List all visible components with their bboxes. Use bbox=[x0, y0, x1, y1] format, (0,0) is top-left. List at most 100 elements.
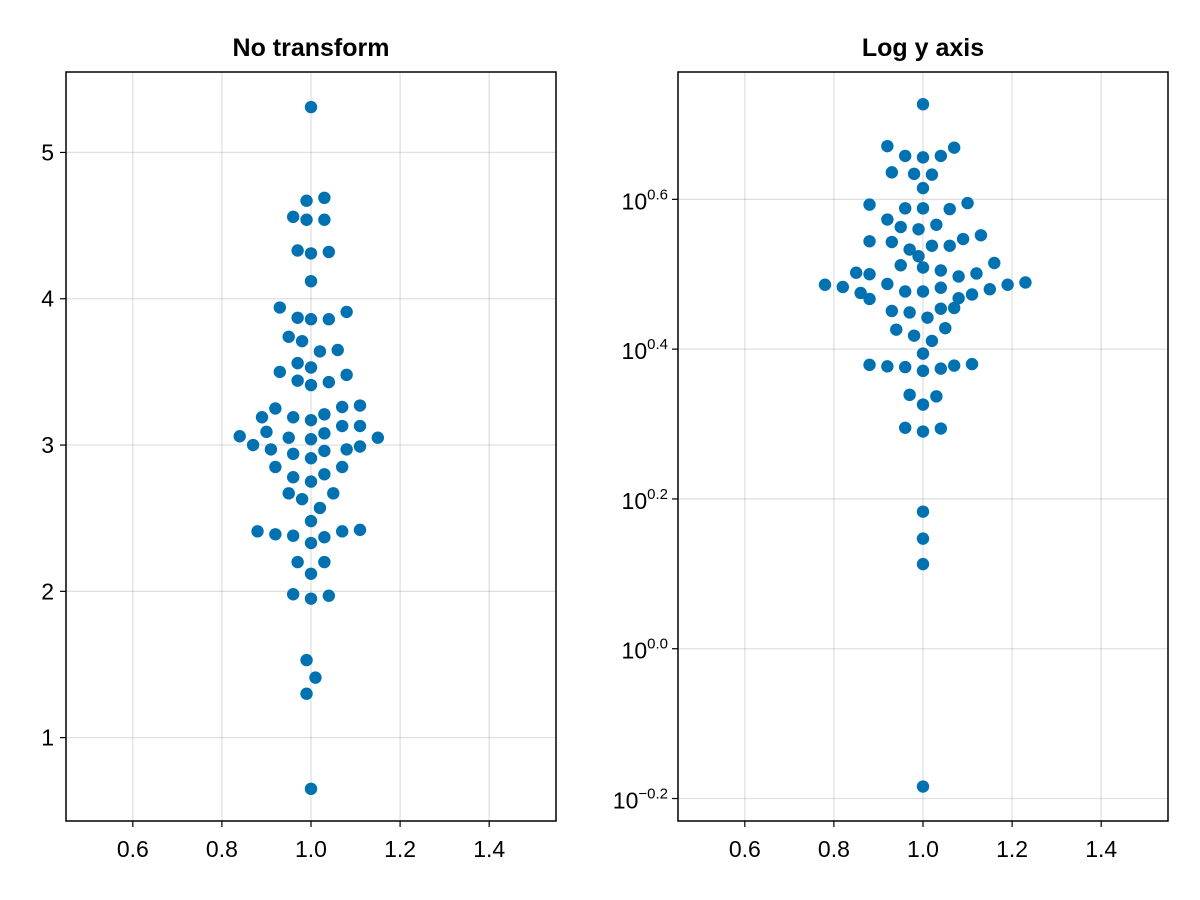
x-tick-label: 0.8 bbox=[818, 836, 850, 862]
x-tick-label: 0.8 bbox=[206, 836, 238, 862]
data-point bbox=[903, 306, 916, 319]
data-point bbox=[925, 334, 939, 348]
data-point bbox=[854, 286, 867, 300]
data-point bbox=[273, 365, 287, 379]
data-point bbox=[898, 360, 912, 374]
data-point bbox=[300, 687, 313, 700]
data-point bbox=[881, 213, 894, 226]
data-point bbox=[939, 321, 952, 335]
data-point bbox=[863, 358, 876, 372]
data-point bbox=[934, 281, 948, 294]
data-point bbox=[291, 555, 304, 569]
data-point bbox=[934, 264, 948, 277]
data-point bbox=[304, 475, 318, 488]
data-point bbox=[943, 239, 956, 252]
x-tick-label: 1.4 bbox=[473, 836, 505, 862]
data-point bbox=[898, 149, 912, 163]
data-point bbox=[894, 220, 907, 234]
data-point bbox=[322, 375, 336, 389]
data-point bbox=[836, 280, 850, 294]
data-point bbox=[934, 149, 948, 163]
data-point bbox=[291, 356, 304, 370]
data-point bbox=[952, 270, 965, 283]
data-point bbox=[947, 301, 961, 315]
data-point bbox=[233, 430, 246, 443]
data-point bbox=[251, 525, 264, 538]
data-point bbox=[282, 330, 295, 343]
data-point bbox=[340, 368, 353, 382]
x-tick-label: 0.6 bbox=[729, 836, 761, 862]
data-point bbox=[916, 98, 930, 111]
data-point bbox=[304, 413, 318, 427]
data-point bbox=[885, 166, 899, 179]
data-point bbox=[313, 345, 327, 358]
panel-no-transform: No transform 0.6 0.8 1.0 1.2 1.4 1 2 3 4 5 bbox=[41, 34, 557, 862]
data-point bbox=[304, 782, 318, 796]
data-point bbox=[335, 525, 349, 538]
data-point bbox=[304, 361, 318, 374]
data-point bbox=[335, 419, 349, 433]
data-point bbox=[304, 247, 318, 260]
data-point bbox=[947, 141, 961, 154]
data-point bbox=[849, 266, 863, 279]
data-point bbox=[925, 239, 939, 252]
data-point bbox=[881, 360, 894, 373]
data-point bbox=[912, 223, 925, 236]
data-point bbox=[353, 419, 367, 433]
data-point bbox=[340, 443, 353, 456]
data-point bbox=[286, 210, 300, 224]
data-point bbox=[1001, 278, 1014, 291]
data-point bbox=[282, 431, 295, 444]
x-tick-label: 0.6 bbox=[117, 836, 149, 862]
data-point bbox=[894, 259, 907, 272]
data-point bbox=[295, 334, 309, 348]
x-tick-label: 1.0 bbox=[295, 836, 327, 862]
data-point bbox=[885, 235, 899, 249]
data-point bbox=[930, 218, 943, 231]
data-point bbox=[291, 374, 304, 387]
data-point bbox=[304, 274, 318, 288]
data-point bbox=[983, 283, 997, 296]
data-point bbox=[260, 425, 273, 439]
data-point bbox=[309, 671, 322, 684]
data-point bbox=[898, 202, 912, 215]
data-point bbox=[916, 505, 930, 518]
data-point bbox=[907, 167, 921, 181]
data-point bbox=[318, 408, 331, 421]
chart-title: Log y axis bbox=[862, 34, 984, 62]
data-point bbox=[286, 447, 300, 461]
data-point bbox=[304, 378, 318, 392]
chart-title: No transform bbox=[233, 34, 390, 62]
data-point bbox=[304, 514, 318, 528]
data-point bbox=[921, 311, 934, 324]
data-point bbox=[912, 250, 925, 263]
data-point bbox=[898, 285, 912, 298]
data-point bbox=[903, 388, 916, 402]
data-point bbox=[956, 232, 970, 246]
y-tick-label: 100.4 bbox=[622, 336, 668, 364]
data-point bbox=[269, 528, 282, 541]
y-tick-label: 4 bbox=[41, 286, 54, 312]
data-point bbox=[916, 532, 930, 545]
data-point bbox=[930, 390, 943, 403]
data-point bbox=[916, 151, 930, 164]
data-point bbox=[313, 501, 327, 515]
data-point bbox=[318, 191, 331, 205]
data-point bbox=[304, 592, 318, 605]
data-point bbox=[916, 425, 930, 438]
data-point bbox=[890, 323, 903, 336]
data-point bbox=[353, 523, 367, 537]
data-point bbox=[322, 313, 336, 326]
data-point bbox=[916, 557, 930, 571]
data-point bbox=[318, 427, 331, 440]
data-point bbox=[322, 245, 336, 259]
data-point bbox=[273, 301, 287, 314]
data-point bbox=[965, 357, 979, 371]
data-point bbox=[934, 302, 948, 315]
data-point bbox=[818, 278, 832, 291]
y-tick-label: 3 bbox=[41, 432, 54, 458]
x-tick-label: 1.0 bbox=[907, 836, 939, 862]
data-point bbox=[943, 202, 956, 216]
y-tick-label: 1 bbox=[41, 725, 54, 751]
